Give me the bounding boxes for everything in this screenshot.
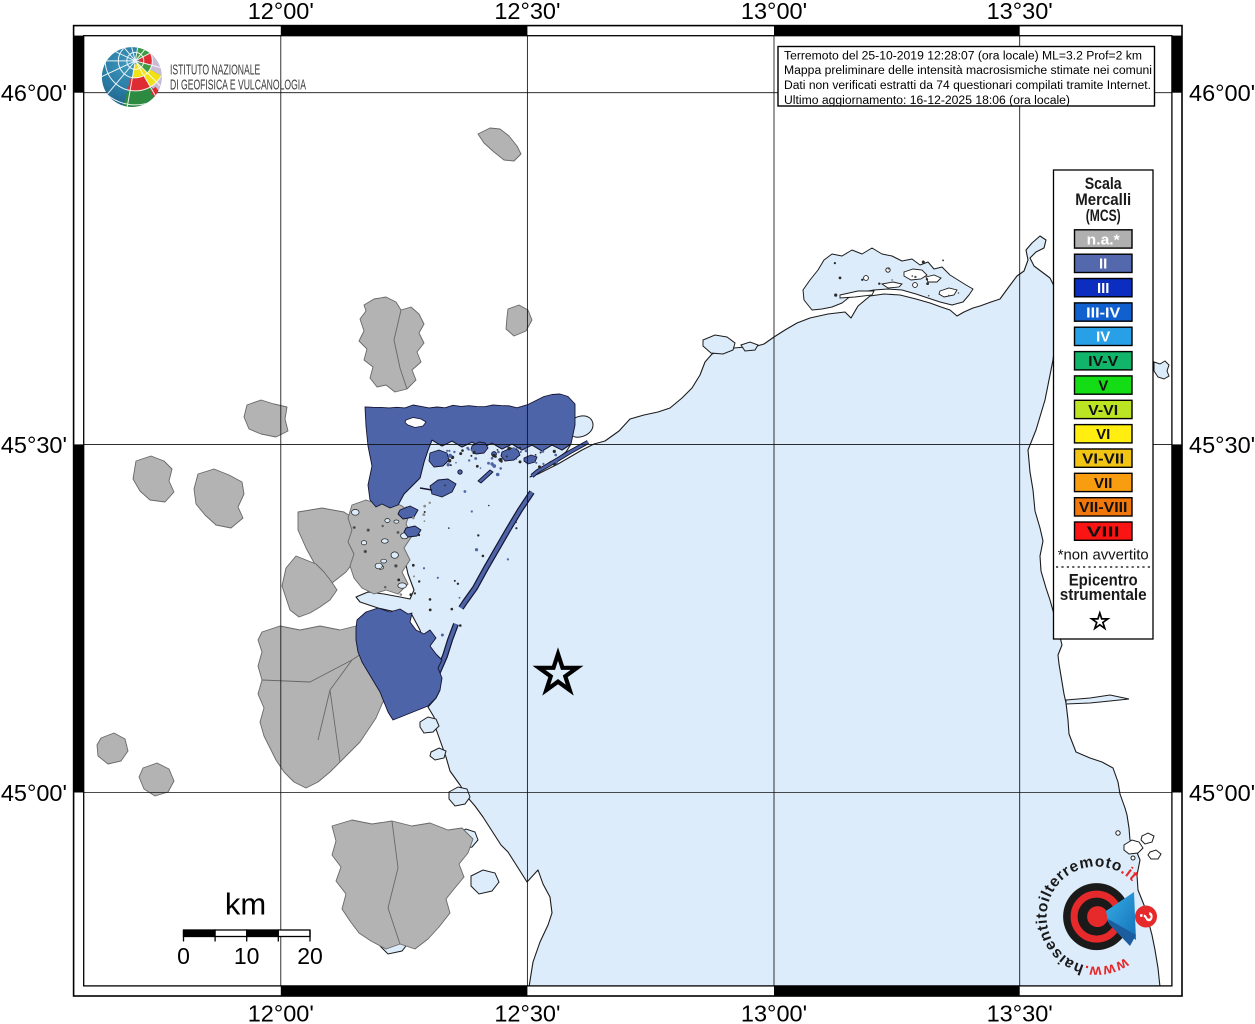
- svg-text:V-VI: V-VI: [1088, 402, 1118, 419]
- svg-text:?: ?: [1135, 910, 1156, 923]
- svg-text:Terremoto del 25-10-2019 12:28: Terremoto del 25-10-2019 12:28:07 (ora l…: [784, 50, 1142, 62]
- svg-text:0: 0: [177, 943, 190, 969]
- svg-text:strumentale: strumentale: [1060, 586, 1147, 604]
- svg-text:13°00': 13°00': [741, 1001, 807, 1024]
- svg-text:45°00': 45°00': [1, 780, 67, 806]
- svg-text:12°30': 12°30': [494, 0, 560, 24]
- svg-text:ISTITUTO NAZIONALE: ISTITUTO NAZIONALE: [170, 61, 260, 78]
- svg-text:VII-VIII: VII-VIII: [1079, 499, 1128, 516]
- svg-text:46°00': 46°00': [1, 80, 67, 106]
- svg-text:45°30': 45°30': [1189, 432, 1255, 458]
- svg-text:45°00': 45°00': [1189, 780, 1255, 806]
- svg-text:20: 20: [297, 943, 323, 969]
- svg-text:II: II: [1099, 256, 1107, 273]
- svg-text:13°30': 13°30': [987, 0, 1053, 24]
- svg-text:13°30': 13°30': [987, 1001, 1053, 1024]
- svg-text:VI-VII: VI-VII: [1082, 451, 1124, 468]
- svg-text:Dati non verificati estratti d: Dati non verificati estratti da 74 quest…: [784, 80, 1151, 92]
- svg-text:10: 10: [234, 943, 260, 969]
- svg-text:VIII: VIII: [1087, 524, 1120, 541]
- svg-text:VI: VI: [1096, 426, 1110, 443]
- svg-text:III-IV: III-IV: [1086, 304, 1120, 321]
- svg-text:Epicentro: Epicentro: [1069, 572, 1138, 590]
- svg-text:Ultimo aggiornamento: 16-12-20: Ultimo aggiornamento: 16-12-2025 18:06 (…: [784, 95, 1070, 107]
- svg-text:km: km: [225, 887, 266, 922]
- svg-text:12°00': 12°00': [248, 1001, 314, 1024]
- svg-text:12°30': 12°30': [494, 1001, 560, 1024]
- svg-text:IV: IV: [1096, 329, 1110, 346]
- svg-text:VII: VII: [1094, 475, 1112, 492]
- svg-text:III: III: [1097, 280, 1110, 297]
- svg-text:Mappa preliminare delle intens: Mappa preliminare delle intensità macros…: [784, 65, 1152, 77]
- svg-text:46°00': 46°00': [1189, 80, 1255, 106]
- svg-text:Mercalli: Mercalli: [1075, 191, 1131, 209]
- svg-text:45°30': 45°30': [1, 432, 67, 458]
- svg-text:Scala: Scala: [1085, 175, 1123, 193]
- svg-text:12°00': 12°00': [248, 0, 314, 24]
- svg-text:IV-V: IV-V: [1088, 353, 1118, 370]
- svg-text:DI GEOFISICA E VULCANOLOGIA: DI GEOFISICA E VULCANOLOGIA: [170, 76, 307, 93]
- svg-text:(MCS): (MCS): [1086, 207, 1121, 225]
- svg-text:13°00': 13°00': [741, 0, 807, 24]
- svg-text:V: V: [1098, 377, 1108, 394]
- svg-text:*non avvertito: *non avvertito: [1058, 547, 1149, 564]
- svg-text:n.a.*: n.a.*: [1087, 231, 1120, 248]
